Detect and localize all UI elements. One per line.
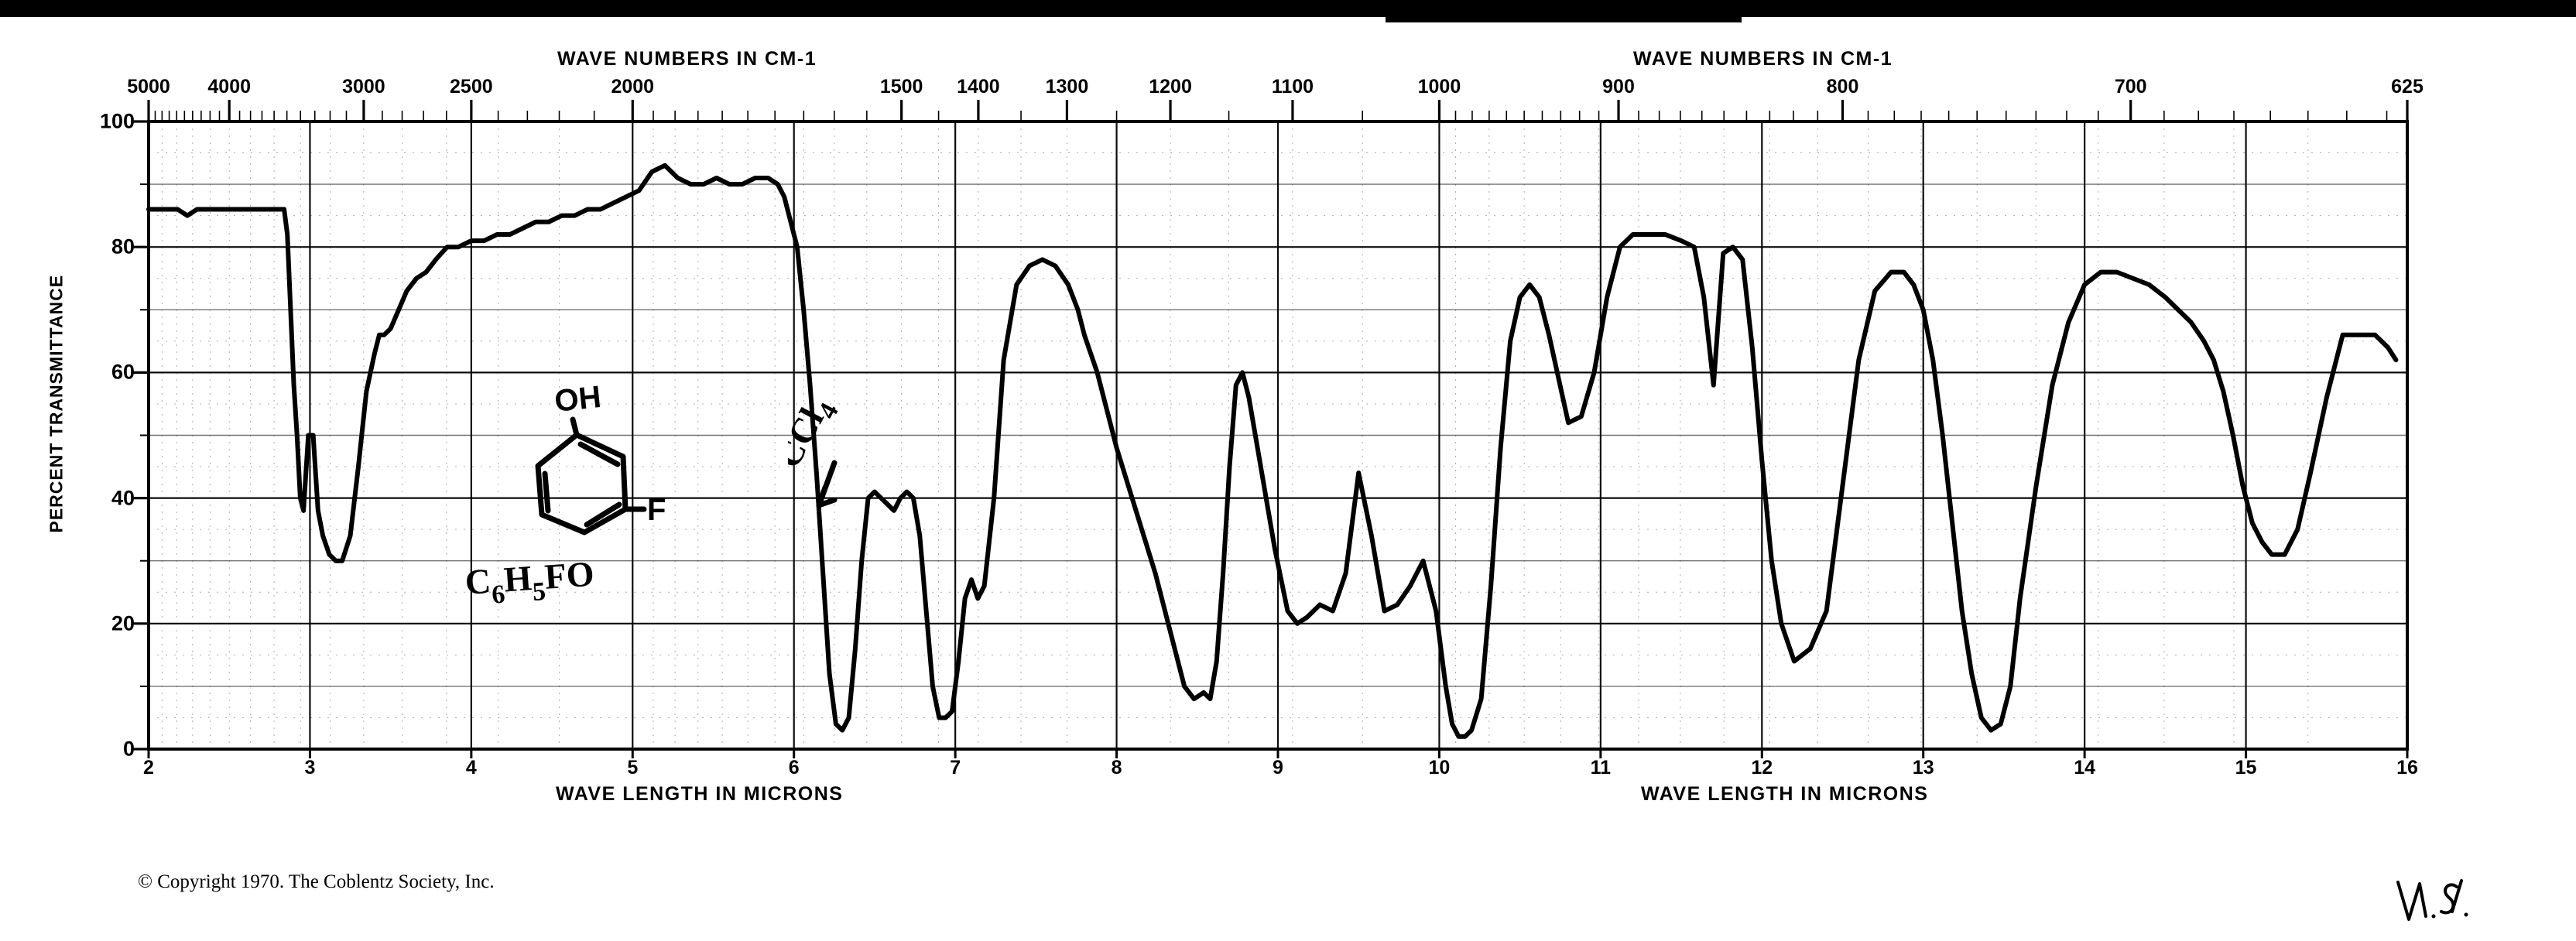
bottom-axis-title-right: WAVE LENGTH IN MICRONS: [1641, 783, 1929, 805]
micron-tick-13: 13: [1912, 757, 1934, 778]
wavenumber-tick-2000: 2000: [611, 76, 655, 98]
top-axis-title-right: WAVE NUMBERS IN CM-1: [1633, 48, 1893, 70]
ir-spectrum-chart: WAVE NUMBERS IN CM-1 WAVE NUMBERS IN CM-…: [46, 48, 2424, 805]
transmittance-tick-40: 40: [111, 486, 135, 510]
scan-edge-bar-secondary: [1386, 17, 1742, 22]
copyright-text: © Copyright 1970. The Coblentz Society, …: [138, 871, 495, 892]
wavenumber-tick-1400: 1400: [957, 76, 1000, 98]
top-axis-title-left: WAVE NUMBERS IN CM-1: [557, 48, 817, 70]
y-axis-title: PERCENT TRANSMITTANCE: [46, 274, 67, 533]
micron-tick-11: 11: [1590, 757, 1612, 778]
micron-tick-16: 16: [2396, 757, 2418, 778]
transmittance-tick-100: 100: [99, 109, 135, 133]
bottom-axis-title-left: WAVE LENGTH IN MICRONS: [556, 783, 844, 805]
micron-tick-15: 15: [2235, 757, 2257, 778]
wavenumber-tick-3000: 3000: [342, 76, 385, 98]
wavenumber-tick-1100: 1100: [1271, 76, 1314, 98]
transmittance-tick-20: 20: [111, 611, 135, 635]
micron-tick-14: 14: [2074, 757, 2096, 778]
wavenumber-tick-4000: 4000: [207, 76, 252, 98]
spectrum-trace: [146, 163, 2399, 739]
handwritten-initials-annotation: [2396, 879, 2468, 921]
micron-tick-4: 4: [465, 757, 477, 778]
wavenumber-tick-700: 700: [2114, 76, 2147, 98]
micron-tick-6: 6: [788, 757, 800, 778]
wavenumber-tick-1500: 1500: [879, 76, 923, 98]
spectrum-plot-svg: [133, 100, 2409, 758]
scan-edge-bar: [0, 0, 2576, 17]
transmittance-tick-0: 0: [122, 737, 135, 761]
micron-tick-3: 3: [304, 757, 316, 778]
wavenumber-tick-2500: 2500: [450, 76, 493, 98]
wavenumber-tick-800: 800: [1826, 76, 1859, 98]
micron-tick-12: 12: [1751, 757, 1773, 778]
wavenumber-tick-1200: 1200: [1149, 76, 1192, 98]
micron-tick-10: 10: [1428, 757, 1451, 778]
micron-tick-2: 2: [143, 757, 154, 778]
micron-tick-5: 5: [627, 757, 639, 778]
micron-tick-7: 7: [950, 757, 961, 778]
wavenumber-tick-625: 625: [2391, 76, 2424, 98]
wavenumber-tick-1300: 1300: [1045, 76, 1089, 98]
wavenumber-tick-5000: 5000: [127, 76, 170, 98]
transmittance-tick-60: 60: [111, 360, 135, 384]
micron-tick-9: 9: [1273, 757, 1283, 778]
wavenumber-tick-900: 900: [1602, 76, 1635, 98]
transmittance-tick-80: 80: [111, 234, 135, 258]
micron-tick-8: 8: [1111, 757, 1122, 778]
wavenumber-tick-1000: 1000: [1417, 76, 1461, 98]
